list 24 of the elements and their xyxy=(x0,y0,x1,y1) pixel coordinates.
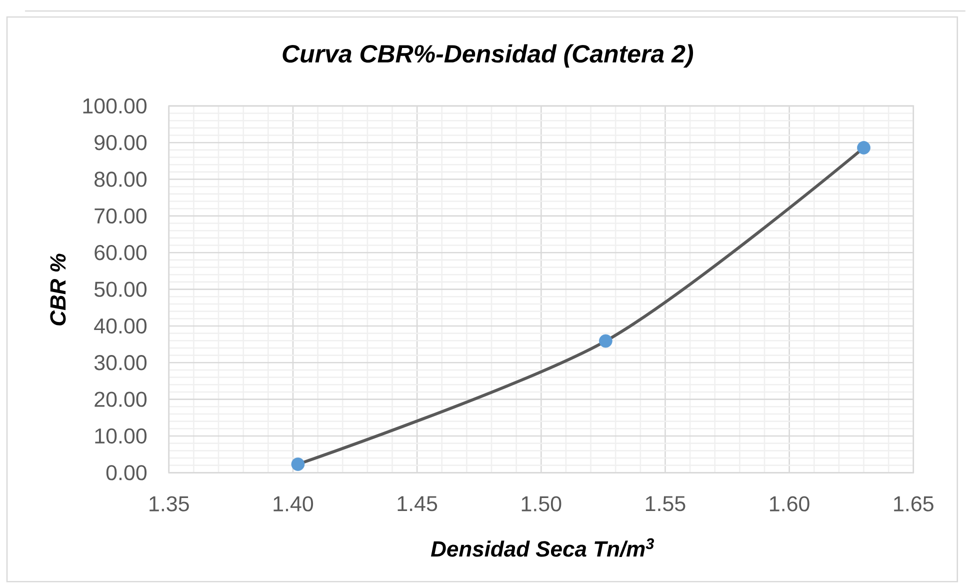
chart-title: Curva CBR%-Densidad (Cantera 2) xyxy=(282,44,694,68)
y-tick-label: 30.00 xyxy=(94,355,147,370)
x-tick-label: 1.65 xyxy=(894,496,934,512)
x-tick-label: 1.40 xyxy=(274,496,314,512)
y-tick-label: 10.00 xyxy=(95,428,147,444)
x-tick-label: 1.45 xyxy=(398,496,438,512)
y-tick-label: 100.00 xyxy=(83,98,147,114)
y-tick-label: 50.00 xyxy=(94,282,147,298)
x-tick-label: 1.60 xyxy=(770,496,810,512)
point xyxy=(857,141,870,155)
y-axis-title: CBR % xyxy=(50,254,66,326)
x-tick-label: 1.50 xyxy=(522,496,562,512)
point xyxy=(291,458,305,472)
x-tick-label: 1.35 xyxy=(150,496,189,512)
x-tick-label: 1.55 xyxy=(646,496,686,512)
y-tick-label: 0.00 xyxy=(106,465,147,480)
y-tick-label: 70.00 xyxy=(94,208,147,224)
y-tick-label: 80.00 xyxy=(94,172,147,188)
y-tick-label: 90.00 xyxy=(94,135,147,150)
y-tick-label: 40.00 xyxy=(94,318,147,334)
point xyxy=(598,334,612,348)
y-tick-label: 60.00 xyxy=(94,245,147,260)
x-axis-title: Densidad Seca Tn/m$^{3}$ xyxy=(430,538,654,558)
y-tick-label: 20.00 xyxy=(94,392,147,408)
